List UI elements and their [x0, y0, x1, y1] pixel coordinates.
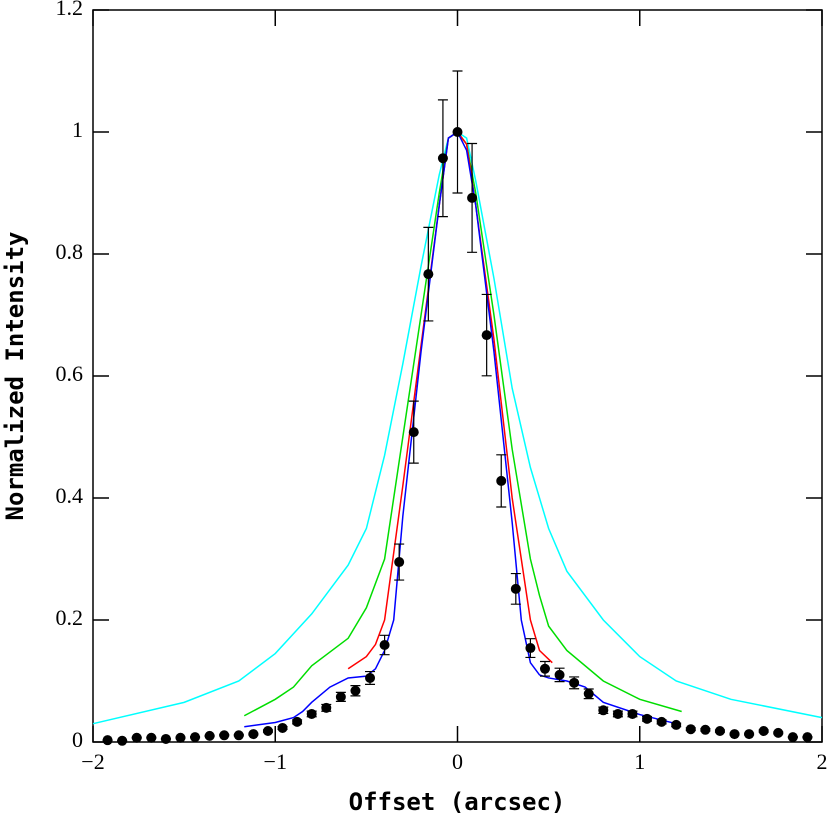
data-point: [758, 726, 769, 737]
data-point: [204, 730, 215, 741]
data-point: [510, 583, 521, 594]
x-tick-label: −1: [264, 749, 287, 774]
data-point: [714, 726, 725, 737]
data-point: [117, 735, 128, 746]
data-point: [642, 713, 653, 724]
data-point: [598, 705, 609, 716]
data-point: [496, 475, 507, 486]
x-tick-label: 0: [452, 749, 463, 774]
y-tick-label: 0: [72, 727, 83, 752]
model-line: [243, 130, 682, 717]
data-point: [277, 722, 288, 733]
data-point: [569, 677, 580, 688]
data-point: [467, 192, 478, 203]
x-axis-title: Offset (arcsec): [349, 788, 566, 816]
data-point: [102, 735, 113, 746]
data-point: [627, 708, 638, 719]
data-point: [160, 733, 171, 744]
data-point: [408, 427, 419, 438]
data-point: [554, 669, 565, 680]
data-point: [656, 716, 667, 727]
data-point: [729, 729, 740, 740]
data-point: [802, 732, 813, 743]
data-point: [175, 732, 186, 743]
data-point: [365, 672, 376, 683]
y-tick-label: 1.2: [56, 0, 84, 20]
data-point: [787, 732, 798, 743]
y-tick-label: 0.4: [56, 483, 84, 508]
data-point: [292, 716, 303, 727]
data-point: [131, 732, 142, 743]
data-point: [481, 330, 492, 341]
data-point: [744, 729, 755, 740]
data-point: [219, 730, 230, 741]
data-point: [525, 643, 536, 654]
data-point: [452, 127, 463, 137]
y-tick-label: 0.6: [56, 361, 84, 386]
x-tick-label: 1: [634, 749, 645, 774]
data-point: [146, 732, 157, 743]
data-point: [700, 724, 711, 735]
data-point: [248, 729, 259, 740]
data-point: [306, 708, 317, 719]
data-point: [379, 640, 390, 651]
y-tick-label: 0.8: [56, 239, 84, 264]
data-point: [671, 719, 682, 730]
data-point: [262, 726, 273, 737]
data-point: [394, 557, 405, 568]
data-point: [773, 727, 784, 738]
data-point: [350, 685, 361, 696]
data-point: [335, 691, 346, 702]
data-point: [437, 153, 448, 164]
y-tick-label: 1: [72, 117, 83, 142]
y-axis-title: Normalized Intensity: [1, 232, 29, 521]
data-point: [685, 724, 696, 735]
model-line: [92, 131, 823, 725]
data-point: [190, 732, 201, 743]
data-point: [612, 708, 623, 719]
model-line: [347, 130, 553, 670]
data-point: [423, 269, 434, 280]
model-line: [244, 130, 677, 728]
data-point: [583, 688, 594, 699]
data-point: [539, 663, 550, 674]
data-point: [233, 730, 244, 741]
data-point: [321, 702, 332, 713]
x-tick-label: 2: [817, 749, 828, 774]
y-tick-label: 0.2: [56, 605, 84, 630]
x-tick-label: −2: [81, 749, 104, 774]
